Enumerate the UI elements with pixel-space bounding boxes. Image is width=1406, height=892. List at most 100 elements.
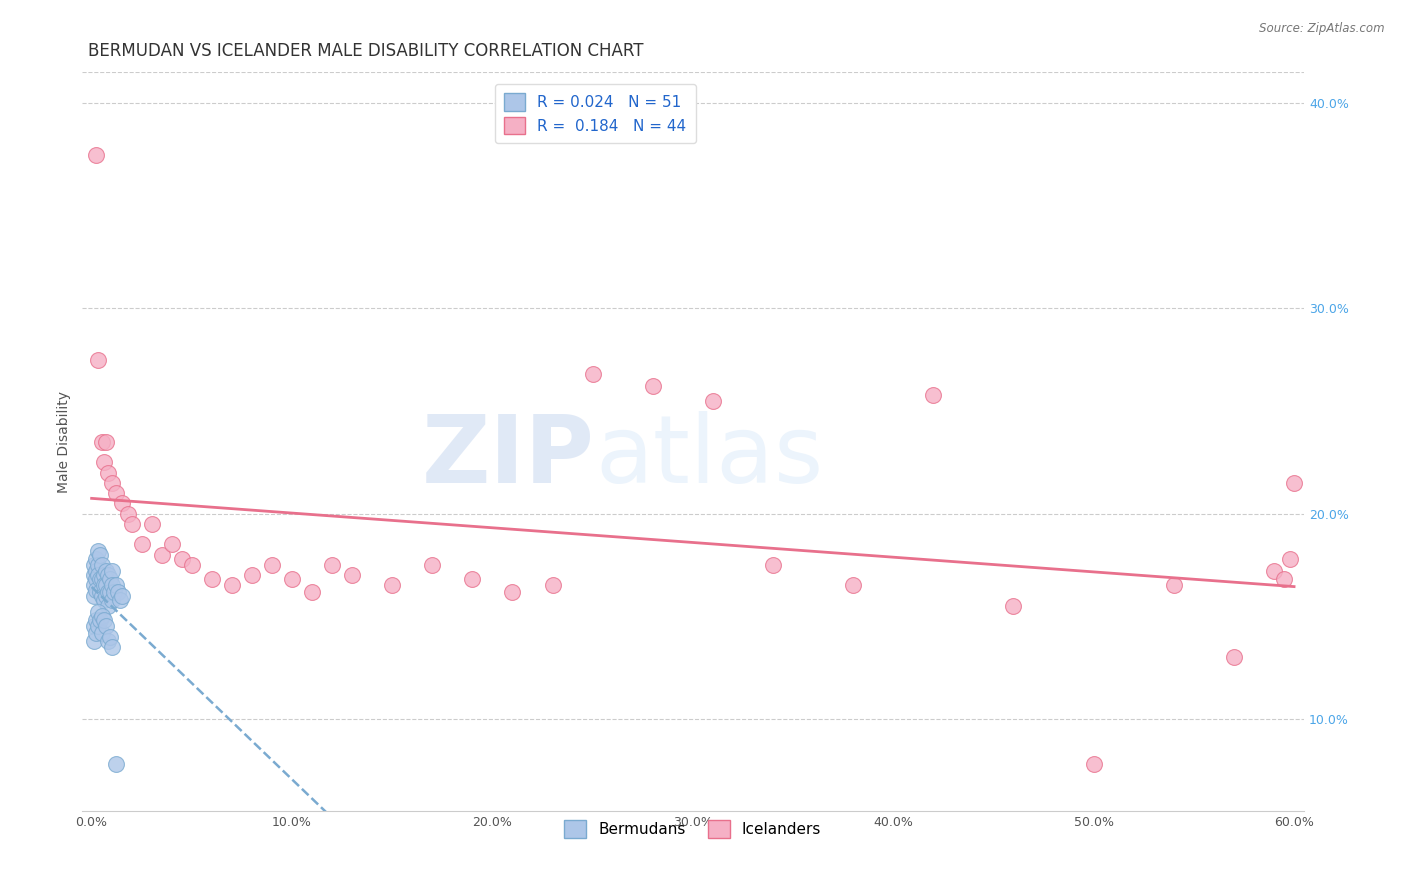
Y-axis label: Male Disability: Male Disability	[58, 391, 72, 492]
Point	[90, 589, 112, 603]
Point	[84, 551, 107, 566]
Text: BERMUDAN VS ICELANDER MALE DISABILITY CORRELATION CHART: BERMUDAN VS ICELANDER MALE DISABILITY CO…	[87, 42, 643, 60]
Point	[641, 379, 664, 393]
Point	[93, 578, 115, 592]
Point	[170, 551, 193, 566]
Point	[97, 466, 120, 480]
Point	[108, 592, 131, 607]
Point	[104, 578, 127, 592]
Legend: Bermudans, Icelanders: Bermudans, Icelanders	[558, 814, 827, 844]
Point	[321, 558, 343, 572]
Text: atlas: atlas	[595, 410, 824, 502]
Point	[501, 584, 523, 599]
Point	[94, 589, 117, 603]
Point	[131, 537, 153, 551]
Point	[100, 475, 122, 490]
Point	[141, 516, 163, 531]
Point	[86, 543, 108, 558]
Point	[83, 589, 105, 603]
Point	[84, 613, 107, 627]
Point	[84, 564, 107, 578]
Point	[90, 558, 112, 572]
Point	[111, 496, 134, 510]
Point	[922, 387, 945, 401]
Point	[702, 393, 724, 408]
Point	[541, 578, 564, 592]
Point	[84, 582, 107, 597]
Point	[83, 633, 105, 648]
Point	[97, 633, 120, 648]
Point	[1279, 551, 1302, 566]
Point	[107, 584, 129, 599]
Point	[180, 558, 202, 572]
Point	[1083, 756, 1105, 771]
Point	[97, 584, 120, 599]
Point	[340, 568, 363, 582]
Point	[84, 572, 107, 586]
Point	[117, 507, 139, 521]
Point	[98, 630, 121, 644]
Point	[420, 558, 443, 572]
Point	[94, 564, 117, 578]
Point	[83, 558, 105, 572]
Point	[582, 367, 605, 381]
Point	[1282, 475, 1305, 490]
Text: Source: ZipAtlas.com: Source: ZipAtlas.com	[1260, 22, 1385, 36]
Point	[1002, 599, 1025, 613]
Point	[83, 619, 105, 633]
Point	[221, 578, 243, 592]
Point	[160, 537, 183, 551]
Point	[94, 619, 117, 633]
Point	[84, 147, 107, 161]
Point	[86, 352, 108, 367]
Point	[104, 756, 127, 771]
Point	[1263, 564, 1285, 578]
Point	[100, 578, 122, 592]
Point	[86, 605, 108, 619]
Point	[1223, 650, 1246, 665]
Point	[86, 619, 108, 633]
Point	[260, 558, 283, 572]
Point	[86, 558, 108, 572]
Point	[89, 584, 111, 599]
Point	[94, 578, 117, 592]
Point	[201, 572, 224, 586]
Point	[98, 572, 121, 586]
Point	[301, 584, 323, 599]
Point	[93, 592, 115, 607]
Point	[461, 572, 484, 586]
Point	[100, 640, 122, 654]
Point	[90, 625, 112, 640]
Point	[89, 572, 111, 586]
Point	[97, 568, 120, 582]
Point	[89, 548, 111, 562]
Point	[98, 584, 121, 599]
Point	[93, 568, 115, 582]
Point	[1163, 578, 1185, 592]
Point	[111, 589, 134, 603]
Point	[83, 568, 105, 582]
Point	[150, 548, 173, 562]
Point	[1272, 572, 1295, 586]
Point	[103, 584, 125, 599]
Point	[121, 516, 143, 531]
Point	[281, 572, 304, 586]
Point	[94, 434, 117, 449]
Text: ZIP: ZIP	[422, 410, 595, 502]
Point	[104, 486, 127, 500]
Point	[762, 558, 785, 572]
Point	[90, 434, 112, 449]
Point	[93, 613, 115, 627]
Point	[84, 625, 107, 640]
Point	[93, 455, 115, 469]
Point	[83, 578, 105, 592]
Point	[89, 613, 111, 627]
Point	[100, 592, 122, 607]
Point	[381, 578, 404, 592]
Point	[842, 578, 865, 592]
Point	[97, 599, 120, 613]
Point	[90, 609, 112, 624]
Point	[240, 568, 263, 582]
Point	[90, 572, 112, 586]
Point	[86, 568, 108, 582]
